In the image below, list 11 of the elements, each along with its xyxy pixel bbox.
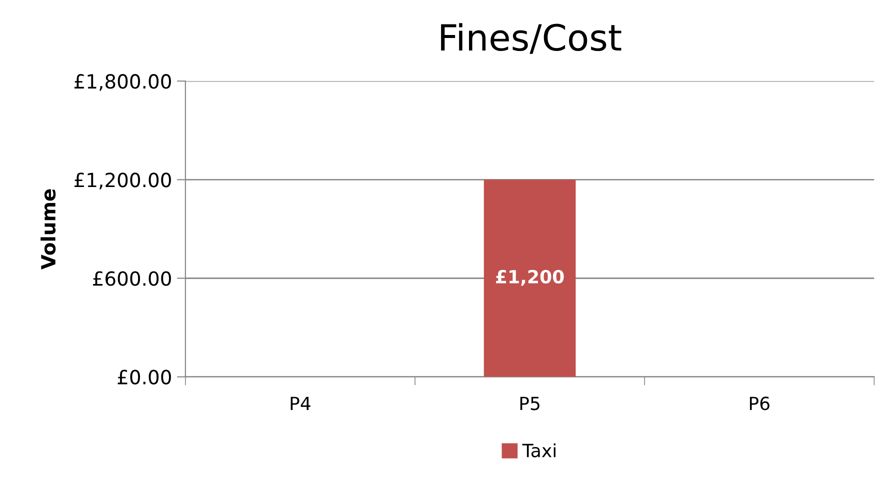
y-axis-title: Volume — [40, 189, 56, 270]
chart-title: Fines/Cost — [441, 23, 622, 54]
y-tick-label: £1,200.00 — [74, 172, 171, 190]
data-label: £1,200 — [496, 270, 564, 286]
y-tick-label: £1,800.00 — [74, 74, 171, 91]
y-tick-label: £0.00 — [118, 370, 171, 384]
x-tick-label: P5 — [520, 396, 540, 410]
y-tick-label: £600.00 — [93, 271, 171, 286]
x-tick-label: P6 — [750, 396, 770, 410]
legend-label: Taxi — [522, 443, 556, 458]
x-tick-label: P4 — [290, 396, 310, 410]
